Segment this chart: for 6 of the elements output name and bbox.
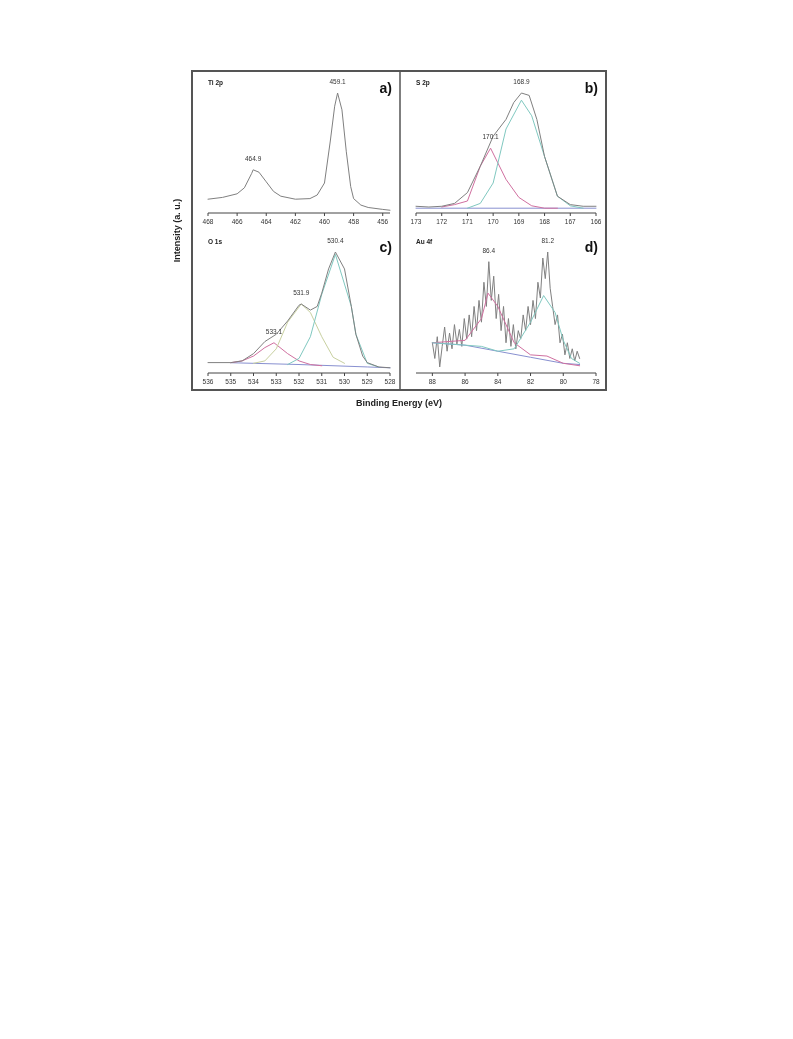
annotation: a) — [379, 80, 392, 96]
x-axis-title: Binding Energy (eV) — [355, 398, 443, 408]
annotation: c) — [379, 239, 392, 255]
y-axis-title: Intensity (a. u.) — [172, 198, 182, 263]
annotation: d) — [584, 239, 598, 255]
annotation: b) — [584, 80, 598, 96]
